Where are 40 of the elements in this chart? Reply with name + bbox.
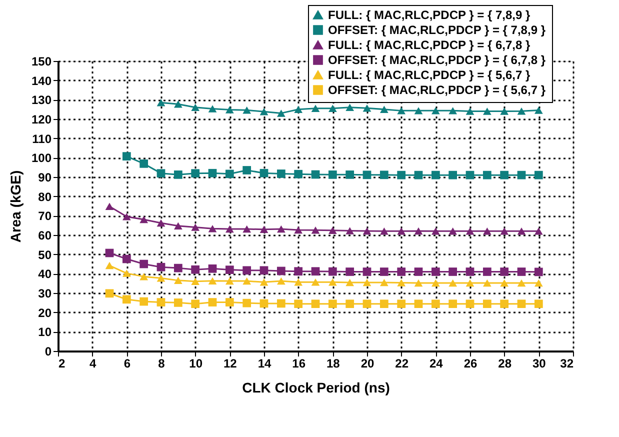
- x-tick-label: 20: [360, 356, 374, 370]
- legend-label: OFFSET: { MAC,RLC,PDCP } = { 5,6,7 }: [328, 83, 546, 97]
- y-tick-label: 30: [38, 286, 52, 300]
- y-tick-label: 110: [32, 132, 52, 146]
- legend-label: OFFSET: { MAC,RLC,PDCP } = { 7,8,9 }: [328, 23, 546, 37]
- y-tick-label: 70: [38, 209, 52, 224]
- x-tick-label: 28: [498, 356, 512, 370]
- y-tick-label: 100: [31, 151, 52, 166]
- x-tick-label: 24: [429, 356, 444, 370]
- y-tick-label: 140: [31, 74, 52, 88]
- y-tick-label: 10: [38, 325, 52, 340]
- legend-label: FULL: { MAC,RLC,PDCP } = { 5,6,7 }: [328, 68, 530, 82]
- y-tick-label: 80: [38, 190, 52, 204]
- x-axis-title: CLK Clock Period (ns): [242, 380, 390, 396]
- x-tick-label: 30: [532, 356, 546, 370]
- x-tick-label: 12: [223, 356, 238, 370]
- legend-label: FULL: { MAC,RLC,PDCP } = { 6,7,8 }: [328, 38, 530, 52]
- y-axis-title: Area (kGE): [7, 170, 24, 243]
- x-tick-label: 2: [58, 356, 66, 370]
- y-tick-label: 0: [44, 344, 52, 358]
- y-tick-label: 60: [38, 228, 52, 242]
- x-tick-label: 22: [395, 356, 409, 370]
- legend-label: FULL: { MAC,RLC,PDCP } = { 7,8,9 }: [328, 8, 530, 22]
- y-tick-label: 150: [31, 54, 52, 68]
- x-tick-label: 18: [326, 356, 340, 370]
- x-tick-label: 6: [124, 356, 131, 370]
- x-tick-label: 16: [292, 356, 306, 370]
- legend-label: OFFSET: { MAC,RLC,PDCP } = { 6,7,8 }: [328, 53, 546, 67]
- x-tick-label: 26: [464, 356, 478, 370]
- x-tick-label: 14: [258, 356, 272, 370]
- x-tick-label: 4: [89, 356, 96, 370]
- x-tick-label: 10: [189, 356, 203, 370]
- y-tick-label: 120: [31, 112, 52, 126]
- x-tick-label: 32: [560, 356, 574, 370]
- y-tick-label: 50: [38, 248, 52, 262]
- y-tick-label: 40: [38, 267, 52, 282]
- x-tick-label: 8: [158, 356, 166, 370]
- y-tick-label: 130: [31, 93, 52, 108]
- y-tick-label: 20: [38, 306, 52, 320]
- y-tick-label: 90: [38, 170, 52, 184]
